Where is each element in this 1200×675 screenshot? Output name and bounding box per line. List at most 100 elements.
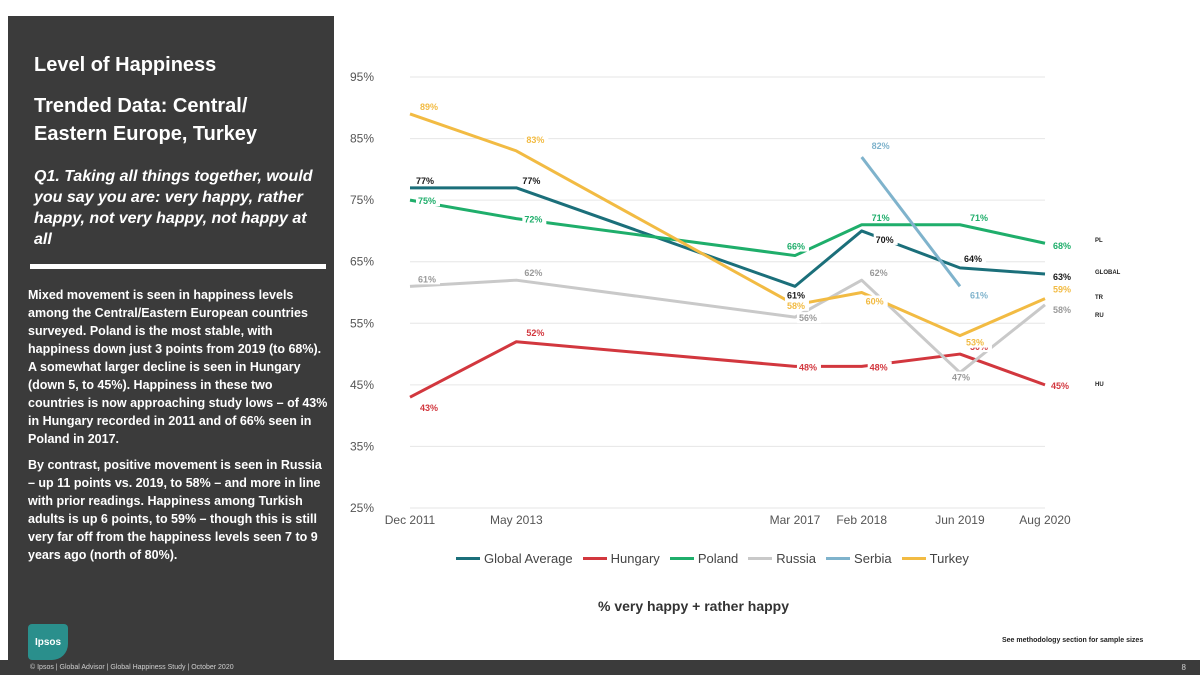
data-label-bg (961, 252, 986, 264)
series-line-turkey (409, 112, 1046, 338)
data-label-bg (869, 140, 894, 152)
chart-legend: Global Average Hungary Poland Russia Serbia T… (456, 551, 979, 566)
logo-text: Ipsos (34, 636, 62, 648)
y-tick-label: 45% (350, 378, 374, 392)
legend-label: Russia (776, 551, 817, 566)
legend-swatch (826, 557, 851, 560)
chart-title: % very happy + rather happy (598, 598, 790, 614)
data-label: 53% (966, 338, 984, 348)
series-line-hungary (409, 340, 1046, 399)
series-end-label: PL (1095, 238, 1103, 244)
legend-item: Poland (669, 551, 738, 566)
data-label-bg (867, 267, 892, 279)
data-label: 77% (522, 176, 540, 186)
data-label: 58% (1053, 305, 1071, 315)
data-label-bg (416, 273, 440, 285)
data-label: 43% (420, 403, 438, 413)
data-label-bg (869, 211, 894, 223)
data-label-bg (524, 133, 549, 145)
series-line-serbia (860, 156, 962, 288)
slide: Level of Happiness Trended Data: Central… (0, 0, 1200, 660)
data-label: 64% (964, 254, 982, 264)
legend-swatch (582, 557, 607, 560)
data-label: 61% (418, 274, 436, 284)
y-tick-label: 65% (350, 255, 374, 269)
data-label: 61% (787, 290, 805, 300)
data-label: 62% (870, 268, 888, 278)
panel-title: Level of Happiness (34, 54, 217, 76)
data-label: 60% (866, 297, 884, 307)
methodology-note: See methodology section for sample sizes (1002, 637, 1144, 644)
data-label: 61% (970, 290, 988, 300)
x-tick-label: May 2013 (490, 513, 543, 527)
body-paragraph-1: Mixed movement is seen in happiness leve… (28, 288, 328, 446)
legend-item: Hungary (582, 551, 660, 566)
data-label-bg (963, 336, 988, 348)
data-label: 59% (1053, 285, 1071, 295)
data-label: 47% (952, 373, 970, 383)
data-label: 75% (418, 196, 436, 206)
series-end-label: RU (1095, 313, 1104, 319)
series-line-global-average (410, 186, 1046, 288)
data-label: 45% (1051, 381, 1069, 391)
series-line-russia (409, 278, 1046, 375)
y-tick-label: 85% (350, 132, 374, 146)
series-end-label: GLOBAL (1095, 270, 1121, 276)
data-label-bg (1051, 271, 1075, 283)
legend-label: Serbia (854, 551, 892, 566)
ipsos-logo: Ipsos (28, 624, 68, 660)
data-label-bg (949, 371, 974, 383)
series-end-label: TR (1095, 295, 1104, 301)
footer-bar: © Ipsos | Global Advisor | Global Happin… (0, 660, 1200, 675)
data-label: 56% (799, 313, 817, 323)
y-tick-label: 75% (350, 193, 374, 207)
legend-swatch (901, 557, 926, 560)
x-tick-label: Dec 2011 (385, 513, 436, 527)
legend-label: Turkey (929, 551, 969, 566)
data-label: 68% (1053, 241, 1071, 251)
data-label-bg (873, 233, 898, 245)
y-tick-label: 55% (350, 316, 374, 330)
data-label-bg (796, 312, 821, 324)
data-label-bg (967, 211, 992, 223)
data-label-bg (522, 213, 547, 225)
y-tick-label: 95% (350, 70, 374, 84)
data-label-bg (1049, 379, 1073, 391)
legend-swatch (456, 557, 480, 560)
data-label: 70% (876, 235, 894, 245)
y-tick-label: 25% (350, 501, 374, 515)
footer-text: © Ipsos | Global Advisor | Global Happin… (30, 664, 234, 671)
legend-item: Turkey (901, 551, 969, 566)
legend-label: Hungary (610, 551, 660, 566)
data-label-bg (1051, 303, 1075, 315)
data-label: 89% (420, 102, 438, 112)
data-label-bg (784, 299, 809, 311)
left-panel: Level of Happiness Trended Data: Central… (8, 16, 334, 660)
data-label-bg (414, 174, 438, 186)
data-label: 63% (1053, 272, 1071, 282)
data-label: 71% (970, 213, 988, 223)
data-label: 48% (799, 362, 817, 372)
x-tick-label: Feb 2018 (836, 513, 887, 527)
legend-swatch (669, 557, 694, 560)
data-label: 66% (787, 242, 805, 252)
page-number: 8 (1181, 663, 1186, 672)
legend-item: Global Average (456, 551, 573, 566)
data-label-bg (784, 240, 809, 252)
line-chart: 25% 35% 45% 55% 65% 75% 85% 95% Dec 2011 May 2013… (350, 70, 1121, 527)
legend-item: Russia (748, 551, 816, 566)
panel-body: Mixed movement is seen in happiness leve… (28, 286, 332, 572)
data-label: 77% (416, 176, 434, 186)
x-tick-label: Aug 2020 (1019, 513, 1071, 527)
x-tick-label: Jun 2019 (935, 513, 985, 527)
body-paragraph-2: By contrast, positive movement is seen i… (28, 458, 322, 562)
data-label-bg (418, 100, 442, 112)
data-label-bg (524, 326, 549, 338)
data-label-bg (1051, 283, 1075, 295)
data-label: 72% (524, 215, 542, 225)
data-label-bg (416, 195, 440, 207)
data-label-bg (418, 402, 442, 414)
data-label: 82% (872, 141, 890, 151)
data-label-bg (867, 361, 892, 373)
survey-question: Q1. Taking all things together, would yo… (34, 168, 313, 248)
